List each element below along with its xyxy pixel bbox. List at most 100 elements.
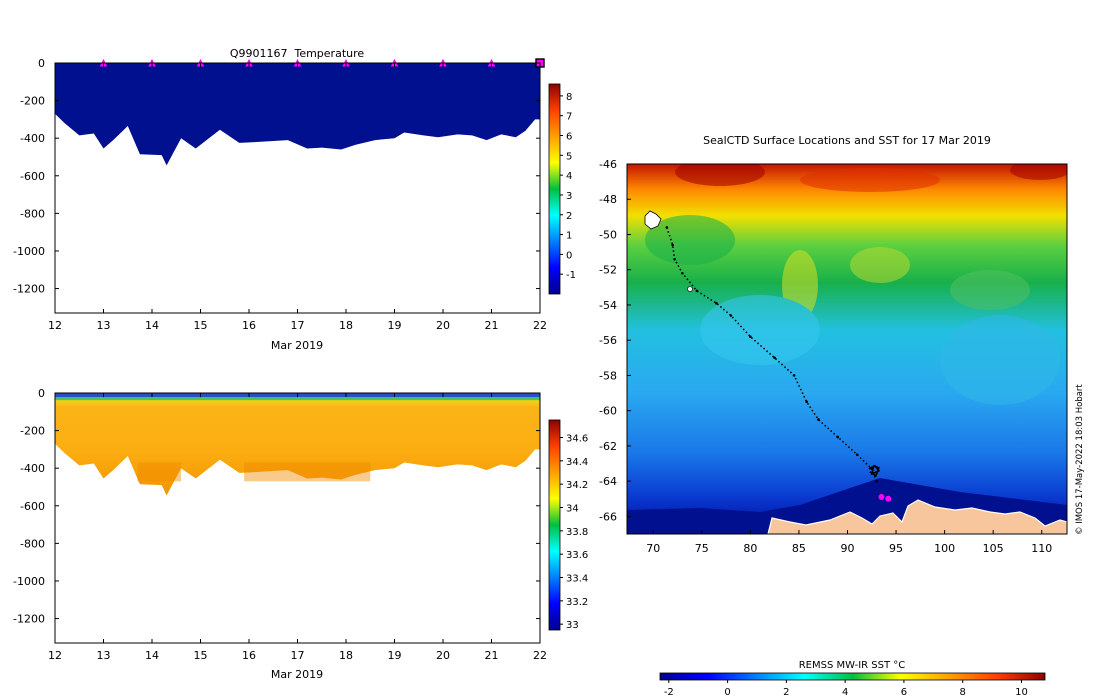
colorbar-tick-label: 0	[566, 250, 572, 261]
salinity-plot-area	[55, 393, 540, 496]
current-seal-position	[878, 494, 885, 500]
y-tick-label: 0	[38, 57, 45, 70]
y-tick-label: -800	[20, 207, 45, 220]
colorbar-tick-label: 33.2	[566, 597, 588, 608]
y-tick-label: -1200	[13, 283, 45, 296]
x-tick-label: 14	[145, 649, 159, 662]
lat-tick-label: -50	[599, 228, 617, 241]
salinity-colorbar-gradient	[548, 419, 561, 631]
salinity-deep-patch	[244, 462, 317, 482]
current-seal-position	[885, 495, 892, 502]
salinity-panel: 12 13 14 15 16 17 18 19 20 21 22 0 -200 -400 -600 -800…	[13, 387, 588, 681]
colorbar-tick-label: 5	[566, 151, 572, 162]
antarctic-land	[767, 499, 1067, 534]
sst-colorbar-tick-label: 2	[783, 687, 789, 698]
y-tick-label: -600	[20, 500, 45, 513]
temperature-plot-area	[55, 58, 545, 166]
lat-tick-label: -52	[599, 264, 617, 277]
seal-track	[665, 226, 892, 502]
seal-track-point	[749, 335, 752, 338]
x-tick-label: 12	[48, 649, 62, 662]
seal-track-point	[836, 435, 840, 439]
seal-track-point	[695, 289, 699, 293]
temperature-x-ticks: 12 13 14 15 16 17 18 19 20 21 22	[48, 63, 547, 332]
copyright-text: © IMOS 17-May-2022 18:03 Hobart	[1075, 384, 1085, 535]
lat-tick-label: -60	[599, 405, 617, 418]
lat-tick-label: -58	[599, 369, 617, 382]
x-tick-label: 13	[97, 319, 111, 332]
seal-track-point	[817, 418, 820, 421]
temperature-colorbar-gradient	[548, 83, 561, 295]
x-tick-label: 15	[194, 319, 208, 332]
x-tick-label: 19	[388, 649, 402, 662]
x-tick-label: 17	[291, 649, 305, 662]
temperature-y-ticks: 0 -200 -400 -600 -800 -1000 -1200	[13, 57, 540, 296]
y-tick-label: -200	[20, 425, 45, 438]
temperature-x-label: Mar 2019	[271, 339, 323, 352]
sst-colorbar-tick-label: 8	[960, 687, 966, 698]
colorbar-tick-label: 33.4	[566, 574, 588, 585]
salinity-section-fill	[55, 393, 540, 496]
lat-tick-label: -56	[599, 334, 617, 347]
sst-colorbar: REMSS MW-IR SST °C -2 0 2 4 6 8 10	[659, 660, 1046, 698]
salinity-deep-patch	[137, 462, 182, 482]
y-tick-label: -400	[20, 462, 45, 475]
y-tick-label: -1000	[13, 245, 45, 258]
lon-tick-label: 110	[1031, 542, 1052, 555]
seal-track-point	[773, 356, 776, 360]
seal-track-cluster	[868, 464, 881, 478]
lon-tick-label: 100	[934, 542, 955, 555]
temperature-colorbar-ticks: 8 7 6 5 4 3 2 1 0 -1	[560, 92, 576, 281]
colorbar-tick-label: 4	[566, 171, 572, 182]
sst-colorbar-tick-label: 10	[1015, 687, 1028, 698]
y-tick-label: 0	[38, 387, 45, 400]
colorbar-tick-label: 33.6	[566, 550, 588, 561]
seal-track-line	[666, 227, 878, 482]
x-tick-label: 18	[339, 319, 353, 332]
y-tick-label: -200	[20, 95, 45, 108]
temperature-section-fill	[55, 63, 540, 166]
seal-track-point	[855, 453, 859, 457]
colorbar-tick-label: 3	[566, 191, 572, 202]
salinity-colorbar-ticks: 34.6 34.4 34.2 34 33.8 33.6 33.4 33.2 33	[560, 434, 588, 631]
salinity-deep-patch	[316, 462, 371, 482]
sst-colorbar-tick-label: 4	[842, 687, 848, 698]
seal-track-point	[665, 226, 669, 229]
y-tick-label: -400	[20, 132, 45, 145]
lat-tick-label: -48	[599, 193, 617, 206]
colorbar-tick-label: 33	[566, 620, 579, 631]
lat-tick-label: -64	[599, 475, 617, 488]
x-tick-label: 19	[388, 319, 402, 332]
sst-map-title: SealCTD Surface Locations and SST for 17…	[703, 134, 991, 147]
salinity-x-label: Mar 2019	[271, 668, 323, 681]
colorbar-tick-label: 34.4	[566, 457, 588, 468]
sst-colorbar-tick-label: 0	[724, 687, 730, 698]
lon-tick-label: 95	[889, 542, 903, 555]
lon-tick-label: 75	[695, 542, 709, 555]
colorbar-tick-label: 34.2	[566, 480, 588, 491]
colorbar-tick-label: 1	[566, 231, 572, 242]
x-tick-label: 20	[436, 319, 450, 332]
colorbar-tick-label: 34	[566, 504, 579, 515]
y-tick-label: -1000	[13, 575, 45, 588]
salinity-colorbar: 34.6 34.4 34.2 34 33.8 33.6 33.4 33.2 33	[548, 419, 588, 631]
seal-track-point	[671, 243, 674, 247]
colorbar-tick-label: 2	[566, 211, 572, 222]
x-tick-label: 22	[533, 319, 547, 332]
x-tick-label: 21	[485, 649, 499, 662]
seal-track-point	[715, 301, 718, 305]
seal-track-point	[673, 257, 676, 261]
lon-tick-label: 105	[983, 542, 1004, 555]
x-tick-label: 18	[339, 649, 353, 662]
lat-tick-label: -54	[599, 299, 617, 312]
seal-track-point	[805, 400, 808, 404]
map-longitude-ticks: 70 75 80 85 90 95 100 105 110	[646, 530, 1052, 555]
lon-tick-label: 70	[646, 542, 660, 555]
sst-colorbar-tick-label: -2	[664, 687, 674, 698]
sst-colorbar-ticks: -2 0 2 4 6 8 10	[664, 680, 1028, 698]
seal-track-point	[792, 374, 796, 377]
lon-tick-label: 90	[840, 542, 854, 555]
sst-map-panel: SealCTD Surface Locations and SST for 17…	[599, 134, 1085, 698]
seal-track-point	[681, 271, 684, 275]
